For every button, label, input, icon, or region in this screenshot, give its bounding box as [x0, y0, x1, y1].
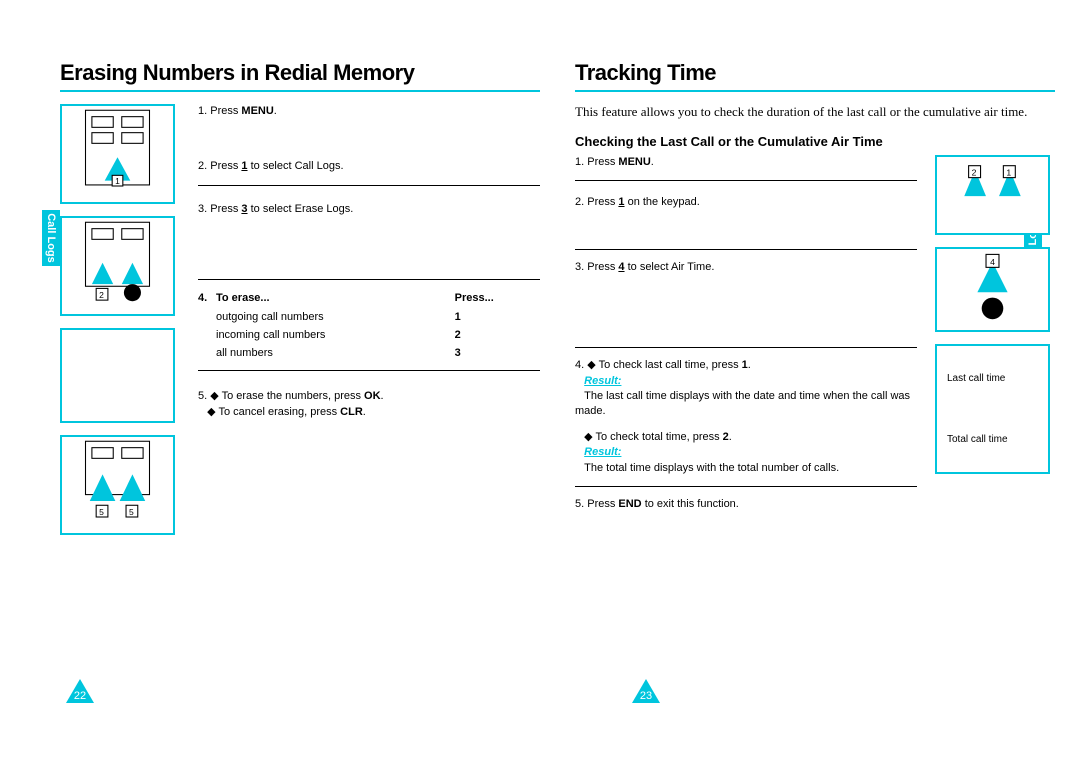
svg-text:1: 1: [115, 176, 120, 186]
table-row: outgoing call numbers 1: [198, 308, 540, 326]
left-step-3: 3. Press 3 to select Erase Logs.: [198, 202, 540, 217]
left-heading: Erasing Numbers in Redial Memory: [60, 60, 540, 86]
right-text-column: 1. Press MENU. 2. Press 1 on the keypad.…: [575, 155, 917, 522]
table-row: all numbers 3: [198, 344, 540, 362]
divider: [575, 347, 917, 348]
table-row: incoming call numbers 2: [198, 326, 540, 344]
left-page: Erasing Numbers in Redial Memory 1: [60, 60, 540, 547]
screen-last-total: Last call time Total call time: [935, 344, 1050, 474]
svg-text:1: 1: [1006, 167, 1011, 177]
svg-text:2: 2: [972, 167, 977, 177]
screen-last-label: Last call time: [947, 373, 1008, 384]
right-step-2: 2. Press 1 on the keypad.: [575, 195, 917, 210]
left-step-1: 1. Press MENU.: [198, 104, 540, 119]
right-step-3: 3. Press 4 to select Air Time.: [575, 260, 917, 275]
divider: [198, 185, 540, 186]
intro-text: This feature allows you to check the dur…: [575, 104, 1055, 120]
right-step-4: 4. ◆ To check last call time, press 1. R…: [575, 358, 917, 476]
side-tab-left: Call Logs: [42, 210, 60, 266]
left-step-5: 5. ◆ To erase the numbers, press OK. ◆ T…: [198, 389, 540, 420]
right-page: Tracking Time This feature allows you to…: [575, 60, 1055, 522]
divider: [198, 370, 540, 371]
screen-total-label: Total call time: [947, 434, 1008, 445]
divider: [198, 279, 540, 280]
side-tab-left-label: Call Logs: [45, 213, 57, 263]
erase-table: 4. To erase... Press... outgoing call nu…: [198, 290, 540, 362]
phone-illustration-r1: 2 1: [935, 155, 1050, 235]
phone-illustration-3: [60, 328, 175, 423]
phone-illustration-4: 5 5: [60, 435, 175, 535]
svg-text:4: 4: [990, 257, 995, 267]
divider: [575, 486, 917, 487]
svg-text:5: 5: [129, 507, 134, 517]
page-number-left: 22: [66, 690, 94, 702]
divider: [575, 180, 917, 181]
page-number-right: 23: [632, 690, 660, 702]
divider: [575, 249, 917, 250]
left-step-2: 2. Press 1 to select Call Logs.: [198, 159, 540, 174]
phone-illustration-r2: 4: [935, 247, 1050, 332]
right-heading: Tracking Time: [575, 60, 1055, 86]
left-content: 1 2: [60, 104, 540, 547]
left-illustration-column: 1 2: [60, 104, 180, 547]
phone-illustration-1: 1: [60, 104, 175, 204]
result-label: Result:: [584, 375, 621, 387]
right-step-5: 5. Press END to exit this function.: [575, 497, 917, 512]
right-content: 1. Press MENU. 2. Press 1 on the keypad.…: [575, 155, 1055, 522]
heading-rule: [575, 90, 1055, 92]
right-step-1: 1. Press MENU.: [575, 155, 917, 170]
left-text-column: 1. Press MENU. 2. Press 1 to select Call…: [198, 104, 540, 547]
subheading: Checking the Last Call or the Cumulative…: [575, 134, 1055, 149]
right-illustration-column: 2 1 4 Last call time Total call time: [935, 155, 1055, 522]
phone-illustration-2: 2: [60, 216, 175, 316]
heading-rule: [60, 90, 540, 92]
svg-text:5: 5: [99, 507, 104, 517]
result-label: Result:: [584, 446, 621, 458]
svg-text:2: 2: [99, 290, 104, 300]
